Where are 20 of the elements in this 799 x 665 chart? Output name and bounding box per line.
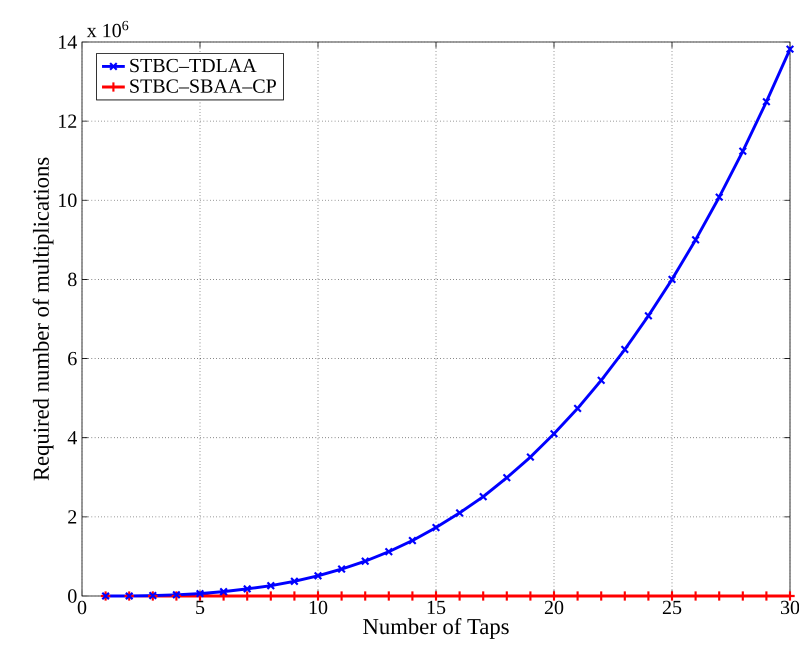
y-tick-label: 4 — [68, 431, 77, 444]
x-tick-label: 5 — [196, 600, 204, 614]
y-tick-label: 0 — [68, 589, 77, 603]
x-tick-label: 10 — [310, 600, 328, 614]
x-tick-label: 25 — [662, 600, 682, 614]
legend-label: STBC–SBAA–CP — [130, 79, 276, 93]
text: x 10$^{6}$ — [86, 20, 128, 38]
y-tick-label: 14 — [59, 35, 77, 49]
y-axis-title: Required number of multiplications — [32, 158, 54, 480]
legend-label: STBC–TDLAA — [130, 58, 257, 72]
x-tick-label: 20 — [544, 600, 564, 614]
y-tick-label: 12 — [59, 114, 76, 128]
y-tick-label: 2 — [68, 510, 76, 524]
y-tick-label: 6 — [68, 352, 77, 366]
x-tick-label: 30 — [780, 600, 799, 614]
x-tick-label: 15 — [428, 600, 446, 614]
y-tick-label: 10 — [59, 194, 77, 208]
x-tick-label: 0 — [78, 600, 86, 614]
x-axis-title: Number of Taps — [363, 618, 509, 639]
y-tick-label: 8 — [68, 272, 77, 286]
